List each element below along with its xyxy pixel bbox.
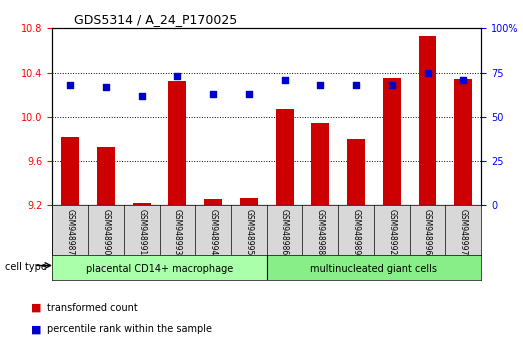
Bar xyxy=(418,36,437,205)
Point xyxy=(101,84,110,90)
Point xyxy=(280,77,289,82)
Point xyxy=(459,77,468,82)
Bar xyxy=(52,255,267,280)
Text: GSM948992: GSM948992 xyxy=(388,209,396,256)
Bar xyxy=(383,78,401,205)
Text: GSM948993: GSM948993 xyxy=(173,209,182,256)
Text: GSM948995: GSM948995 xyxy=(244,209,253,256)
Text: GSM948987: GSM948987 xyxy=(66,209,75,256)
Text: GSM948989: GSM948989 xyxy=(351,209,360,256)
Point xyxy=(245,91,253,97)
Point xyxy=(173,73,181,79)
Bar xyxy=(240,198,258,205)
Bar xyxy=(276,109,293,205)
Text: GSM948994: GSM948994 xyxy=(209,209,218,256)
Bar xyxy=(267,255,481,280)
Text: GSM948996: GSM948996 xyxy=(423,209,432,256)
Point xyxy=(316,82,324,88)
Text: GSM948991: GSM948991 xyxy=(137,209,146,256)
Bar xyxy=(133,203,151,205)
Text: percentile rank within the sample: percentile rank within the sample xyxy=(47,324,212,334)
Text: cell type: cell type xyxy=(5,262,47,272)
Text: GDS5314 / A_24_P170025: GDS5314 / A_24_P170025 xyxy=(74,13,237,26)
Bar xyxy=(168,81,186,205)
Text: placental CD14+ macrophage: placental CD14+ macrophage xyxy=(86,263,233,274)
Bar xyxy=(347,139,365,205)
Text: GSM948997: GSM948997 xyxy=(459,209,468,256)
Point xyxy=(66,82,74,88)
Point xyxy=(138,93,146,98)
Text: transformed count: transformed count xyxy=(47,303,138,313)
Point xyxy=(352,82,360,88)
Text: ■: ■ xyxy=(31,303,42,313)
Bar xyxy=(204,199,222,205)
Text: multinucleated giant cells: multinucleated giant cells xyxy=(311,263,437,274)
Bar xyxy=(97,147,115,205)
Text: ■: ■ xyxy=(31,324,42,334)
Bar xyxy=(454,79,472,205)
Text: GSM948986: GSM948986 xyxy=(280,209,289,256)
Point xyxy=(423,70,431,75)
Text: GSM948988: GSM948988 xyxy=(316,209,325,255)
Point xyxy=(388,82,396,88)
Bar xyxy=(311,124,329,205)
Point xyxy=(209,91,217,97)
Bar xyxy=(61,137,79,205)
Text: GSM948990: GSM948990 xyxy=(101,209,110,256)
